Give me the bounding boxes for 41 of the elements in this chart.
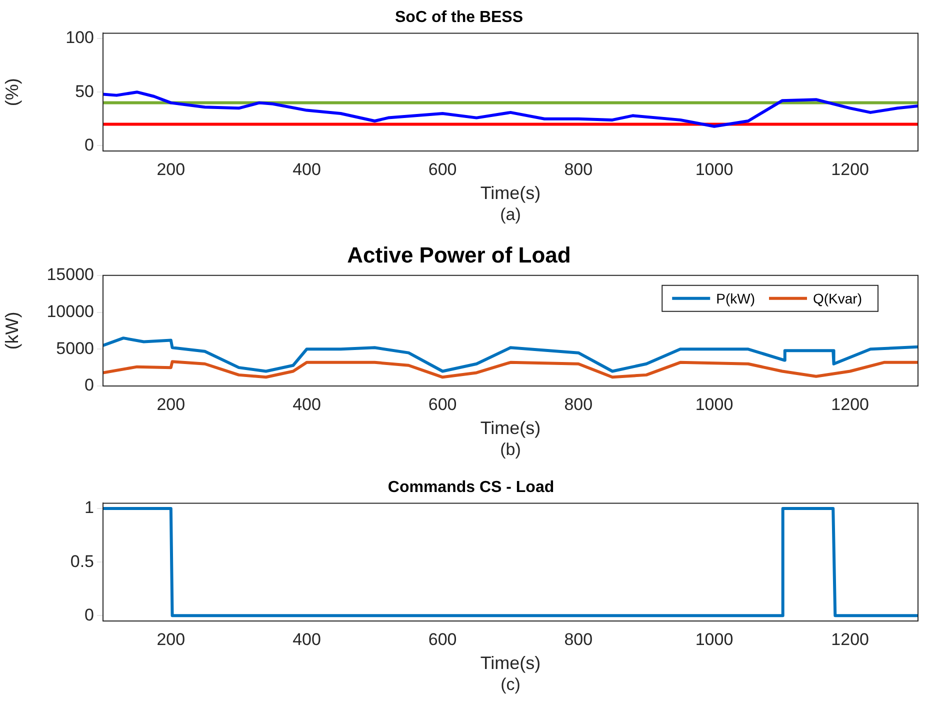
x-tick-label: 400 <box>292 394 321 414</box>
text: (b) <box>499 440 522 460</box>
x-tick-label: 800 <box>564 160 593 179</box>
x-tick-label: 200 <box>156 630 186 649</box>
y-tick-label: 0 <box>84 135 94 154</box>
y-tick-label: 0 <box>84 605 94 624</box>
x-tick-label: 800 <box>564 630 593 649</box>
y-tick-label: 10000 <box>46 302 94 321</box>
legend-label: Q(Kvar) <box>813 290 862 306</box>
x-axis-title: Time(s) <box>480 653 541 674</box>
y-tick-label: 15000 <box>46 265 94 284</box>
x-tick-label: 1200 <box>831 160 869 179</box>
y-tick-label: 0 <box>84 376 94 395</box>
x-tick-label: 1000 <box>695 160 734 179</box>
chart-title: SoC of the BESS <box>394 9 524 26</box>
x-axis-title: Time(s) <box>480 183 541 204</box>
x-tick-label: 1200 <box>831 630 869 649</box>
x-tick-label: 400 <box>292 160 321 179</box>
y-axis-title: (%) <box>2 78 22 106</box>
y-tick-label: 50 <box>75 82 94 101</box>
text: (c) <box>500 675 522 695</box>
y-tick-label: 5000 <box>56 338 94 358</box>
x-tick-label: 200 <box>156 160 186 179</box>
x-tick-label: 200 <box>156 394 186 414</box>
x-tick-label: 1200 <box>831 394 869 414</box>
y-axis-title: (kW) <box>2 312 22 350</box>
chart-title: Commands CS - Load <box>388 479 554 496</box>
x-tick-label: 600 <box>428 630 457 649</box>
legend-label: P(kW) <box>716 290 756 306</box>
x-tick-label: 800 <box>564 394 593 414</box>
chart-title: Active Power of Load <box>347 242 571 268</box>
x-axis-title: Time(s) <box>480 418 541 438</box>
x-tick-label: 600 <box>428 394 457 414</box>
x-tick-label: 1000 <box>695 394 734 414</box>
x-tick-label: 1000 <box>695 630 734 649</box>
text: (a) <box>499 205 522 225</box>
x-tick-label: 600 <box>428 160 457 179</box>
y-tick-label: 1 <box>84 498 94 518</box>
y-tick-label: 100 <box>66 28 94 48</box>
x-tick-label: 400 <box>292 630 321 649</box>
y-tick-label: 0.5 <box>70 552 94 571</box>
